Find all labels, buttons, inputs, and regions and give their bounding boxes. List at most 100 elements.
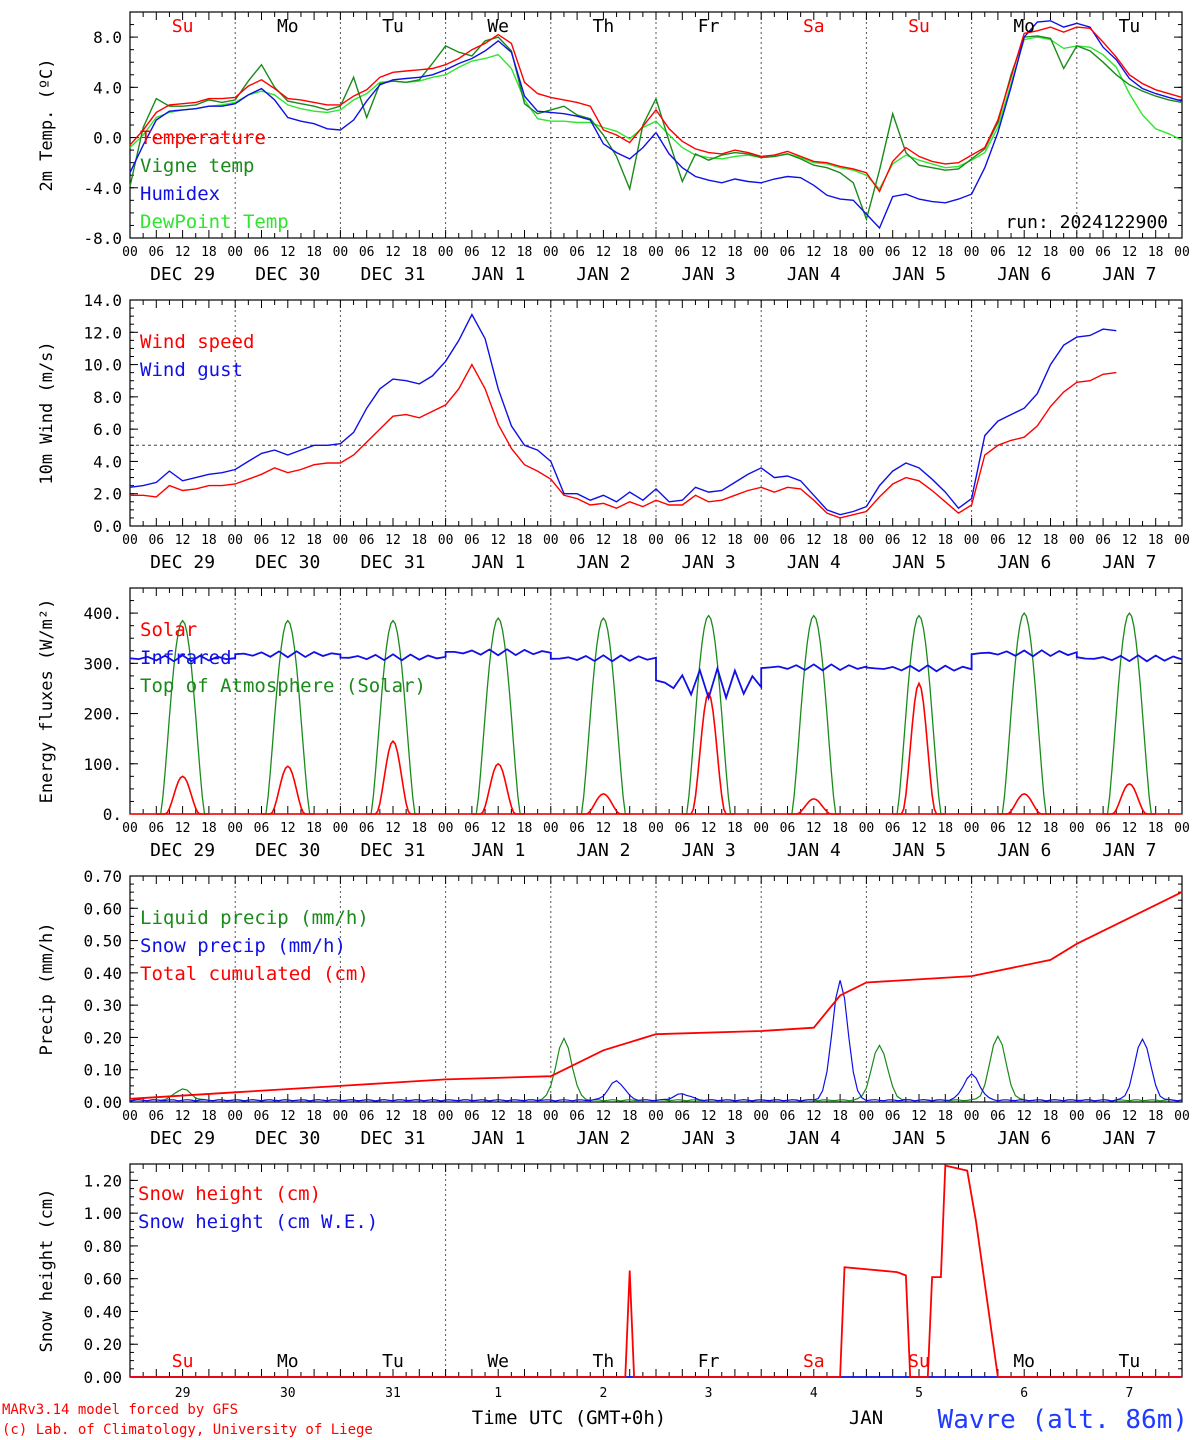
y-tick-label: -8.0	[83, 229, 122, 248]
x-hour-label: 00	[753, 245, 769, 260]
x-hour-label: 00	[964, 1109, 980, 1124]
x-date-label: JAN 7	[1102, 840, 1156, 861]
day-number-label: 2	[599, 1386, 607, 1401]
x-date-label: JAN 2	[576, 1128, 630, 1149]
x-hour-label: 18	[937, 533, 953, 548]
x-hour-label: 06	[674, 1109, 690, 1124]
x-hour-label: 00	[1174, 1109, 1190, 1124]
y-tick-label: 6.0	[93, 420, 122, 439]
x-hour-label: 06	[359, 245, 375, 260]
x-hour-label: 18	[622, 533, 638, 548]
x-hour-label: 06	[990, 533, 1006, 548]
day-name-label: Sa	[803, 16, 825, 37]
x-date-label: DEC 30	[255, 1128, 320, 1149]
x-date-label: JAN 1	[471, 552, 525, 573]
y-tick-label: 0.20	[83, 1335, 122, 1354]
x-hour-label: 06	[569, 533, 585, 548]
x-hour-label: 12	[175, 1109, 191, 1124]
plot-frame	[129, 11, 1183, 239]
x-hour-label: 12	[385, 1109, 401, 1124]
x-hour-label: 12	[806, 821, 822, 836]
x-hour-label: 12	[911, 533, 927, 548]
x-hour-label: 12	[701, 245, 717, 260]
y-tick-label: 0.40	[83, 964, 122, 983]
x-date-label: JAN 7	[1102, 264, 1156, 285]
day-name-label: We	[487, 1351, 509, 1372]
x-date-label: DEC 31	[360, 1128, 425, 1149]
x-hour-label: 18	[937, 245, 953, 260]
x-hour-label: 18	[411, 1109, 427, 1124]
x-hour-label: 12	[701, 821, 717, 836]
x-hour-label: 18	[727, 245, 743, 260]
toa-solar-curve	[366, 619, 420, 815]
x-hour-label: 12	[1122, 533, 1138, 548]
y-tick-label: 0.	[103, 805, 122, 824]
y-axis-title: 10m Wind (m/s)	[37, 341, 57, 484]
x-hour-label: 00	[122, 245, 138, 260]
x-hour-label: 06	[359, 1109, 375, 1124]
x-hour-label: 18	[1148, 821, 1164, 836]
model-credit: MARv3.14 model forced by GFS	[2, 1402, 238, 1418]
x-hour-label: 06	[569, 245, 585, 260]
x-hour-label: 12	[911, 1109, 927, 1124]
x-date-label: JAN 5	[892, 840, 946, 861]
x-hour-label: 18	[937, 821, 953, 836]
x-hour-label: 12	[806, 533, 822, 548]
day-number-label: 31	[385, 1386, 401, 1401]
x-axis-title: Time UTC (GMT+0h)	[472, 1407, 666, 1429]
x-date-label: JAN 6	[997, 1128, 1051, 1149]
x-hour-label: 12	[701, 1109, 717, 1124]
x-hour-label: 12	[596, 1109, 612, 1124]
x-hour-label: 06	[464, 245, 480, 260]
series-line-2	[129, 20, 1183, 230]
x-hour-label: 06	[254, 245, 270, 260]
x-hour-label: 06	[780, 533, 796, 548]
x-hour-label: 06	[1095, 533, 1111, 548]
x-date-label: JAN 2	[576, 552, 630, 573]
day-name-label: Tu	[1119, 16, 1141, 37]
x-hour-label: 06	[148, 245, 164, 260]
x-hour-label: 00	[753, 533, 769, 548]
x-hour-label: 12	[280, 533, 296, 548]
x-hour-label: 12	[175, 245, 191, 260]
x-date-label: JAN 2	[576, 840, 630, 861]
x-hour-label: 06	[254, 1109, 270, 1124]
x-hour-label: 00	[1174, 533, 1190, 548]
x-hour-label: 00	[438, 533, 454, 548]
y-tick-label: 0.00	[83, 1093, 122, 1112]
x-hour-label: 12	[490, 533, 506, 548]
x-hour-label: 06	[674, 533, 690, 548]
panel-temp: 2m Temp. (ºC)	[37, 11, 1183, 239]
x-hour-label: 00	[543, 245, 559, 260]
day-name-label: Su	[908, 1351, 930, 1372]
x-date-label: JAN 3	[682, 552, 736, 573]
x-date-label: JAN 7	[1102, 1128, 1156, 1149]
day-number-label: 7	[1125, 1386, 1133, 1401]
x-hour-label: 12	[596, 245, 612, 260]
x-hour-label: 06	[1095, 245, 1111, 260]
x-hour-label: 00	[227, 1109, 243, 1124]
solar-curve	[682, 691, 735, 815]
legend-energy-0: Solar	[140, 619, 197, 641]
x-hour-label: 18	[201, 533, 217, 548]
x-date-label: JAN 3	[682, 840, 736, 861]
total-cumulated-line	[129, 891, 1183, 1100]
x-date-label: JAN 6	[997, 840, 1051, 861]
day-number-label: 6	[1020, 1386, 1028, 1401]
x-hour-label: 18	[1043, 821, 1059, 836]
x-hour-label: 12	[1016, 1109, 1032, 1124]
day-name-label: Th	[593, 16, 615, 37]
x-hour-label: 12	[1016, 821, 1032, 836]
x-hour-label: 00	[543, 821, 559, 836]
x-hour-label: 00	[1174, 821, 1190, 836]
plot-frame	[129, 299, 1183, 527]
x-hour-label: 12	[490, 821, 506, 836]
x-hour-label: 18	[1148, 245, 1164, 260]
day-number-label: 30	[280, 1386, 296, 1401]
x-hour-label: 12	[1016, 533, 1032, 548]
x-date-label: JAN 1	[471, 1128, 525, 1149]
x-hour-label: 06	[674, 245, 690, 260]
x-hour-label: 00	[648, 1109, 664, 1124]
x-hour-label: 18	[201, 1109, 217, 1124]
x-hour-label: 18	[832, 245, 848, 260]
